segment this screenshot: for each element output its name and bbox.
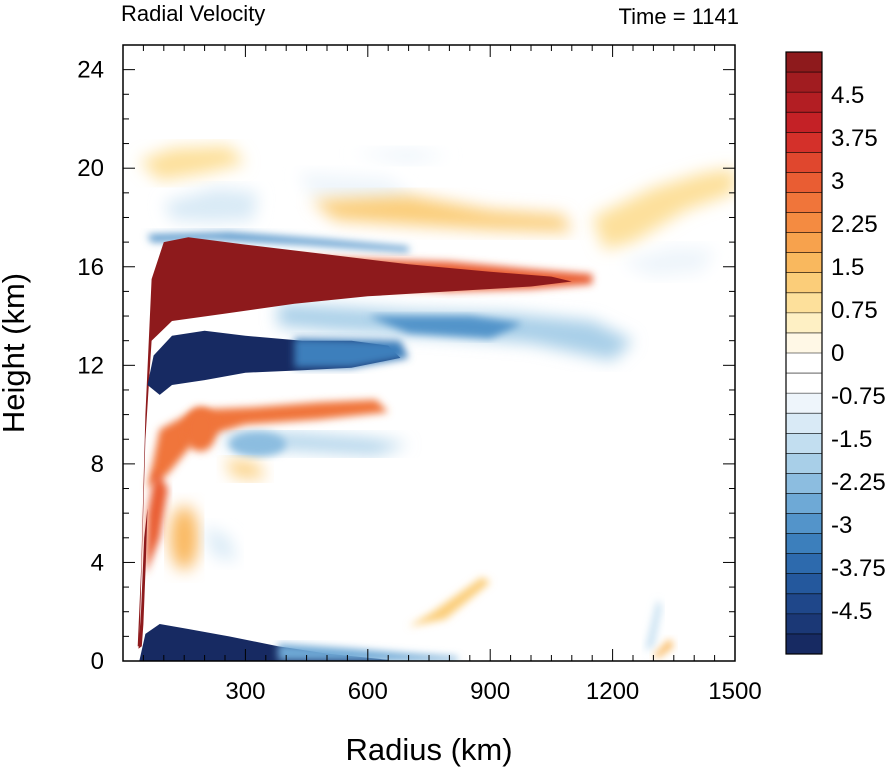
inflow-layer-above-outflow (147, 232, 409, 252)
x-tick-label: 1200 (586, 678, 639, 705)
weak-inflow-patch (163, 187, 258, 223)
velocity-field (137, 146, 735, 661)
colorbar-swatch (786, 353, 822, 374)
colorbar-swatch (786, 132, 822, 153)
colorbar-swatch (786, 573, 822, 595)
colorbar: 4.5 3.75 3 2.25 1.5 0.75 0 -0.75 -1.5 -2.25 -3 -3.7… (785, 51, 886, 655)
colorbar-swatch (786, 393, 822, 414)
colorbar-swatch (786, 473, 822, 494)
colorbar-label: -3 (831, 512, 852, 539)
colorbar-swatch (786, 152, 822, 173)
colorbar-swatch (786, 312, 822, 334)
weak-outflow-streak (653, 638, 674, 659)
colorbar-label: -4.5 (831, 598, 872, 625)
colorbar-label: 2.25 (831, 211, 878, 238)
colorbar-swatch (786, 373, 822, 394)
colorbar-swatch (786, 72, 822, 93)
colorbar-label: 4.5 (831, 82, 864, 109)
y-tick-label: 8 (91, 451, 104, 478)
colorbar-swatch (786, 453, 822, 474)
colorbar-swatch (786, 593, 822, 615)
x-axis-label: Radius (km) (345, 732, 512, 767)
colorbar-swatch (786, 232, 822, 254)
colorbar-swatch (786, 112, 822, 133)
colorbar-label: 1.5 (831, 254, 864, 281)
x-tick-label: 900 (470, 678, 510, 705)
boundary-layer-inflow (139, 624, 389, 661)
y-tick-label: 12 (77, 352, 104, 379)
weak-inflow-patch (620, 247, 715, 277)
colorbar-swatch (786, 633, 822, 655)
colorbar-swatch (786, 212, 822, 234)
colorbar-swatch (786, 613, 822, 635)
colorbar-label: 0.75 (831, 297, 878, 324)
plot-area (122, 44, 736, 662)
weak-inflow-patch (204, 525, 238, 563)
colorbar-swatch (786, 272, 822, 294)
colorbar-swatch (786, 92, 822, 113)
x-tick-label: 600 (348, 678, 388, 705)
chart-title: Radial Velocity (121, 1, 265, 26)
upper-inflow-edge (294, 338, 409, 368)
colorbar-swatch (786, 192, 822, 214)
colorbar-swatch (786, 513, 822, 535)
x-tick-label: 300 (225, 678, 265, 705)
y-tick-label: 4 (91, 549, 104, 576)
low-level-outflow (145, 468, 168, 575)
colorbar-swatch (786, 533, 822, 555)
y-tick-label: 20 (77, 155, 104, 182)
colorbar-label: 0 (831, 340, 844, 367)
axes: 300 600 900 1200 1500 0 4 8 12 16 20 24 (77, 45, 762, 705)
chart-time-label: Time = 1141 (619, 4, 739, 29)
y-tick-label: 16 (77, 254, 104, 281)
low-level-outflow-patch (169, 505, 199, 570)
colorbar-swatch (786, 493, 822, 515)
weak-outflow-patch (310, 195, 572, 233)
eyewall-outflow-column (138, 508, 148, 649)
colorbar-label: -1.5 (831, 426, 872, 453)
secondary-inflow-core (367, 316, 523, 339)
colorbar-label: 3 (831, 168, 844, 195)
upper-outflow-core (137, 237, 572, 647)
colorbar-swatch (786, 332, 822, 354)
colorbar-swatch (786, 553, 822, 575)
y-tick-label: 24 (77, 57, 104, 84)
colorbar-label: -2.25 (831, 469, 886, 496)
colorbar-swatch (786, 252, 822, 274)
colorbar-label: -0.75 (831, 383, 886, 410)
weak-outflow-streak (408, 577, 491, 627)
y-tick-label: 0 (91, 648, 104, 675)
y-axis-label: Height (km) (0, 273, 31, 433)
mid-level-outflow-core (184, 407, 217, 452)
colorbar-swatch (786, 292, 822, 314)
colorbar-swatch (786, 433, 822, 454)
colorbar-swatch (786, 413, 822, 434)
colorbar-swatch (786, 172, 822, 193)
weak-inflow-patch (351, 148, 450, 164)
weak-inflow-streak (645, 599, 662, 652)
colorbar-label: 3.75 (831, 125, 878, 152)
low-level-outflow-patch (225, 459, 266, 479)
x-tick-label: 1500 (708, 678, 761, 705)
weak-outflow-patch (139, 146, 246, 181)
mid-level-inflow-core (229, 431, 287, 457)
colorbar-label: -3.75 (831, 555, 886, 582)
colorbar-swatch (786, 52, 822, 73)
colorbar-frame (785, 51, 823, 655)
weak-outflow-patch (592, 168, 735, 250)
